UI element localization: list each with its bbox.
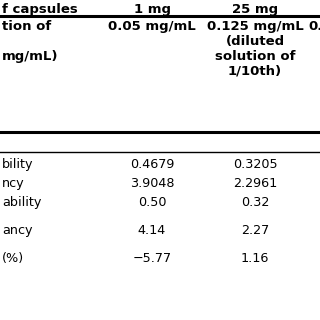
Text: 0.05 mg/mL: 0.05 mg/mL	[108, 20, 196, 33]
Text: −5.77: −5.77	[132, 252, 172, 265]
Text: 3.9048: 3.9048	[130, 177, 174, 190]
Text: ncy: ncy	[2, 177, 25, 190]
Text: mg/mL): mg/mL)	[2, 50, 59, 63]
Text: 0.125 mg/mL: 0.125 mg/mL	[207, 20, 303, 33]
Text: (diluted: (diluted	[225, 35, 284, 48]
Text: 0.32: 0.32	[241, 196, 269, 209]
Text: tion of: tion of	[2, 20, 51, 33]
Text: solution of: solution of	[215, 50, 295, 63]
Text: 1/10th): 1/10th)	[228, 65, 282, 78]
Text: 25 mg: 25 mg	[232, 3, 278, 16]
Text: ancy: ancy	[2, 224, 33, 237]
Text: 1.16: 1.16	[241, 252, 269, 265]
Text: 0.4679: 0.4679	[130, 158, 174, 171]
Text: bility: bility	[2, 158, 34, 171]
Text: 2.2961: 2.2961	[233, 177, 277, 190]
Text: 4.14: 4.14	[138, 224, 166, 237]
Text: f capsules: f capsules	[2, 3, 78, 16]
Text: 0.50: 0.50	[138, 196, 166, 209]
Text: ability: ability	[2, 196, 41, 209]
Text: 2.27: 2.27	[241, 224, 269, 237]
Text: 0.: 0.	[308, 20, 320, 33]
Text: (%): (%)	[2, 252, 24, 265]
Text: 1 mg: 1 mg	[133, 3, 171, 16]
Text: 0.3205: 0.3205	[233, 158, 277, 171]
